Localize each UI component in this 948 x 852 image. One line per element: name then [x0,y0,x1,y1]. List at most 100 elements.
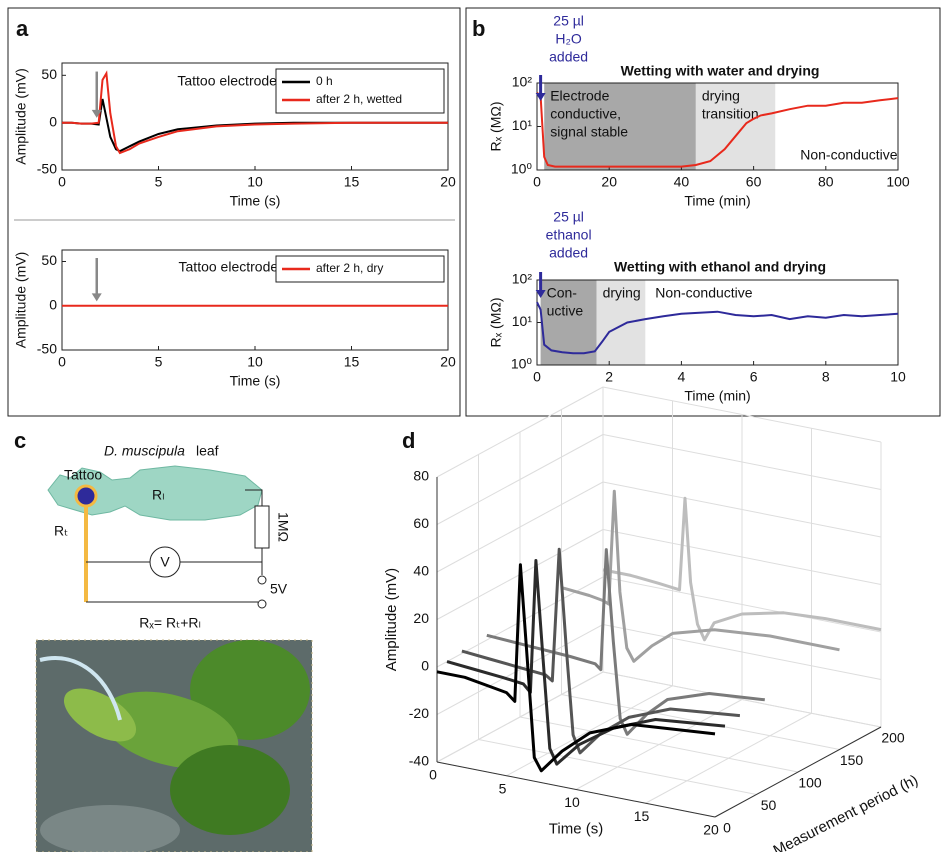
x-axis-label: Time (s) [549,820,603,837]
arrow-head [535,290,546,298]
series-line [486,548,765,736]
region-label: drying [603,285,641,301]
x-axis-label: Time (min) [684,388,750,404]
leaf [101,691,239,769]
grid-line [436,434,604,525]
x-tick-label: 20 [440,354,456,370]
meter-label: V [160,554,170,570]
resistor-label: 1MΩ [275,512,291,542]
region-label: Electrode [550,88,609,104]
legend-label: after 2 h, dry [316,261,383,275]
x-tick-label: 10 [890,369,906,385]
region [695,83,776,170]
grid-line [478,739,757,795]
x-tick-label: 5 [155,354,163,370]
equation: Rₓ= Rₜ+Rₗ [139,615,201,631]
y-axis-label: Rₓ (MΩ) [488,101,504,151]
arrow-head [91,293,102,302]
series-line [436,563,716,773]
grid-line [602,481,882,538]
y-tick-label: 10² [512,74,533,90]
panel-label: c [14,428,26,453]
note: Non-conductive [655,285,752,301]
x-tick-label: 20 [440,174,456,190]
x-tick-label: 10 [564,794,580,810]
y-tick-label: 0 [49,296,57,312]
x-tick-label: 0 [533,369,541,385]
z-tick-label: -40 [409,753,429,769]
grid-line [602,434,882,490]
y-axis-label: Rₓ (MΩ) [488,297,504,347]
x-tick-label: 10 [247,174,263,190]
y-tick-label: 200 [881,730,905,746]
x-tick-label: 15 [634,808,650,824]
x-tick-label: 4 [678,369,686,385]
panel-b-frame [465,7,941,417]
pot [40,805,180,852]
x-tick-label: 40 [674,174,690,190]
z-axis-label: Amplitude (mV) [383,568,400,671]
z-tick-label: -20 [409,705,429,721]
chart-title: Wetting with ethanol and drying [614,259,826,275]
x-tick-label: 8 [822,369,830,385]
grid-line [602,529,882,585]
y-tick-label: 10⁰ [511,161,533,177]
species: D. muscipula [104,443,185,459]
panel-label: b [472,16,485,41]
y-tick-label: 0 [49,113,57,129]
grid-line [602,386,882,443]
resistor [254,505,270,549]
arrow-head [535,93,546,101]
y-tick-label: -50 [37,161,57,177]
region [596,280,646,365]
grid-line [436,624,604,715]
annotation: H₂O [555,31,582,47]
x-tick-label: 0 [429,767,437,783]
legend-label: 0 h [316,74,333,88]
y-tick-label: 50 [41,66,57,82]
y-tick-label: 10¹ [512,117,533,133]
chart-title: Tattoo electrode dry [179,259,302,275]
terminal [257,599,267,609]
region [540,280,597,365]
y-tick-label: 50 [41,252,57,268]
source-label: 5V [270,581,288,597]
x-tick-label: 0 [533,174,541,190]
grid-line [436,481,604,573]
tattoo-electrode [74,484,98,508]
y-axis-label: Measurement period (h) [771,772,921,852]
circuit: D. muscipula leaf Tattoo Rₗ Rₜ V 1MΩ 5V … [47,443,291,631]
x-tick-label: 0 [58,354,66,370]
x-tick-label: 6 [750,369,758,385]
grid-line [519,716,799,773]
region-label: Con- [547,285,578,301]
y-tick-label: 150 [840,752,864,768]
x-tick-label: 5 [155,174,163,190]
chart-title: Wetting with water and drying [621,63,820,79]
x-tick-label: 15 [344,354,360,370]
grid-line [602,576,882,633]
z-tick-label: 80 [413,468,429,484]
x-tick-label: 10 [247,354,263,370]
grid-line [436,671,604,763]
leaf [170,745,290,835]
chart-title: Tattoo electrode wet [177,73,302,89]
x-tick-label: 15 [344,174,360,190]
wire [245,489,263,506]
x-tick-label: 0 [58,174,66,190]
annotation: added [549,245,588,261]
rl-label: Rₗ [152,487,164,503]
axis-line [714,726,882,818]
arrow-head [91,109,102,118]
leaf [190,640,310,740]
y-tick-label: 10¹ [512,313,533,329]
annotation: 25 µl [553,13,584,29]
z-tick-label: 60 [413,515,429,531]
x-tick-label: 100 [886,174,910,190]
photo [35,639,313,852]
series-line [536,301,899,355]
y-tick-label: 0 [723,820,731,836]
region-label: conductive, [550,106,621,122]
y-tick-label: 10⁰ [511,356,533,372]
x-tick-label: 5 [499,780,507,796]
